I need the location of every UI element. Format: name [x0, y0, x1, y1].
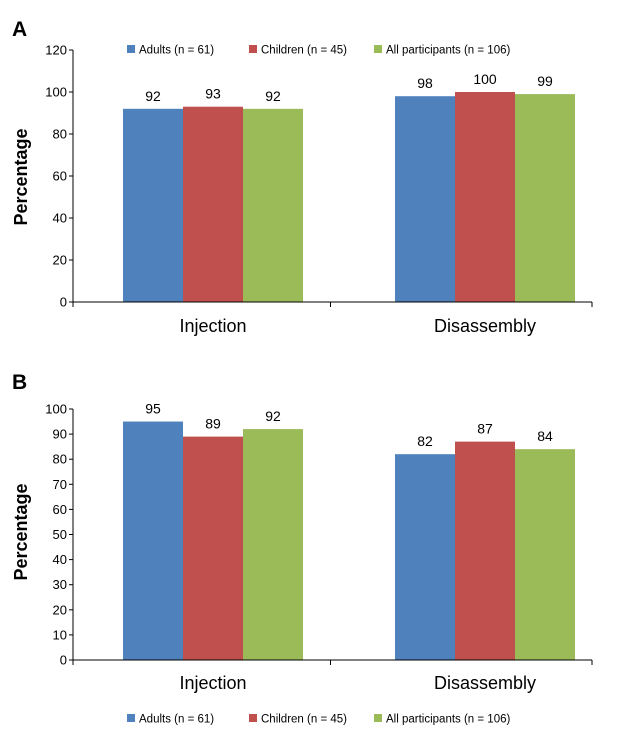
- panel-a-data-label: 98: [417, 75, 433, 91]
- panel-a-legend-label: Adults (n = 61): [139, 45, 214, 57]
- panel-b-data-label: 84: [537, 428, 553, 444]
- panel-a-data-label: 93: [205, 86, 221, 102]
- panel-b-data-label: 82: [417, 433, 433, 449]
- panel-b-y-tick-label: 20: [53, 602, 67, 617]
- panel-a-y-ticks: 0 20 40 60 80 100 120: [45, 43, 73, 310]
- panel-b-y-tick-label: 90: [53, 427, 67, 442]
- panel-b-legend: Adults (n = 61) Children (n = 45) All part…: [127, 714, 510, 726]
- panel-a-legend-label: All participants (n = 106): [386, 45, 510, 57]
- panel-a-y-axis-title: Percentage: [11, 128, 31, 225]
- panel-a-y-tick-label: 100: [45, 85, 67, 100]
- panel-b-data-labels: 95 89 92 82 87 84: [145, 401, 553, 450]
- panel-a-y-tick-label: 20: [53, 253, 67, 268]
- panel-a-data-label: 100: [473, 71, 497, 87]
- panel-a-data-label: 99: [537, 73, 553, 89]
- panel-b-bar: [123, 421, 183, 660]
- panel-a-bars: [123, 92, 575, 302]
- panel-a-bar: [243, 108, 303, 302]
- panel-b-legend-swatch: [127, 714, 135, 722]
- panel-a-axes: [72, 50, 593, 307]
- panel-b-y-tick-label: 10: [53, 627, 67, 642]
- panel-b: B Percentage 0 10 20 30 40 50 60 70 80 90 100 95 89…: [11, 371, 593, 726]
- panel-b-y-tick-label: 80: [53, 452, 67, 467]
- panel-b-data-label: 92: [265, 408, 281, 424]
- panel-a-bar: [183, 106, 243, 302]
- panel-b-data-label: 95: [145, 401, 161, 417]
- panel-b-legend-swatch: [374, 714, 382, 722]
- panel-b-x-category-label: Disassembly: [434, 673, 536, 693]
- panel-a-bar: [455, 92, 515, 302]
- panel-b-bar: [183, 436, 243, 660]
- panel-a-bar: [123, 108, 183, 302]
- panel-b-legend-label: Children (n = 45): [261, 714, 347, 726]
- panel-a-y-tick-label: 0: [60, 295, 67, 310]
- panel-b-bar: [395, 454, 455, 660]
- panel-a-x-category-label: Injection: [179, 316, 246, 336]
- panel-b-y-tick-label: 100: [45, 402, 67, 417]
- panel-a: A Percentage 0 20 40 60 80 100 120 92 93 92 98 100…: [11, 18, 593, 336]
- panel-b-y-tick-label: 70: [53, 477, 67, 492]
- panel-a-legend-swatch: [127, 45, 135, 53]
- panel-b-y-ticks: 0 10 20 30 40 50 60 70 80 90 100: [45, 402, 73, 668]
- panel-b-data-label: 87: [477, 421, 493, 437]
- panel-b-y-tick-label: 50: [53, 527, 67, 542]
- panel-a-x-category-label: Disassembly: [434, 316, 536, 336]
- panel-b-y-tick-label: 40: [53, 552, 67, 567]
- panel-b-bar: [515, 449, 575, 660]
- panel-a-data-label: 92: [145, 88, 161, 104]
- panel-b-category-labels: Injection Disassembly: [179, 673, 536, 693]
- panel-b-bar: [243, 429, 303, 660]
- panel-a-category-labels: Injection Disassembly: [179, 316, 536, 336]
- panel-b-legend-swatch: [249, 714, 257, 722]
- panel-b-legend-label: Adults (n = 61): [139, 714, 214, 726]
- panel-a-bar: [395, 96, 455, 302]
- panel-a-label: A: [12, 18, 27, 41]
- panel-a-data-label: 92: [265, 88, 281, 104]
- panel-b-x-category-label: Injection: [179, 673, 246, 693]
- panel-a-legend: Adults (n = 61) Children (n = 45) All part…: [127, 45, 510, 57]
- panel-a-y-tick-label: 80: [53, 127, 67, 142]
- panel-b-y-tick-label: 0: [60, 653, 67, 668]
- panel-a-y-tick-label: 120: [45, 43, 67, 58]
- panel-a-legend-swatch: [249, 45, 257, 53]
- panel-b-label: B: [12, 371, 27, 394]
- panel-a-legend-swatch: [374, 45, 382, 53]
- panel-b-data-label: 89: [205, 416, 221, 432]
- panel-b-y-tick-label: 30: [53, 577, 67, 592]
- panel-b-bars: [123, 421, 575, 660]
- panel-a-y-tick-label: 60: [53, 169, 67, 184]
- panel-a-legend-label: Children (n = 45): [261, 45, 347, 57]
- panel-b-axes: [72, 409, 593, 665]
- panel-b-y-axis-title: Percentage: [11, 483, 31, 580]
- panel-b-bar: [455, 441, 515, 660]
- panel-b-legend-label: All participants (n = 106): [386, 714, 510, 726]
- panel-b-y-tick-label: 60: [53, 502, 67, 517]
- panel-a-bar: [515, 94, 575, 302]
- panel-a-y-tick-label: 40: [53, 211, 67, 226]
- panel-a-data-labels: 92 93 92 98 100 99: [145, 71, 553, 104]
